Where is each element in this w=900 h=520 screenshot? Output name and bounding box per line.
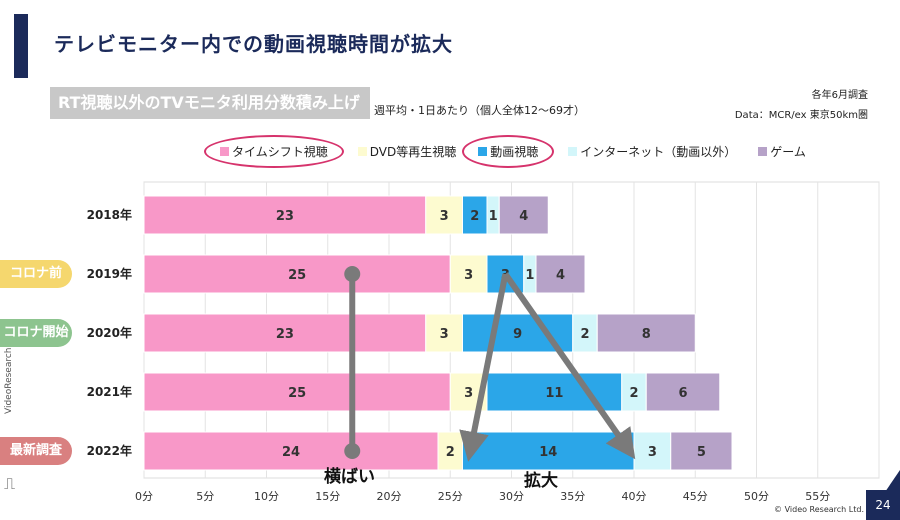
data-label: 6: [678, 386, 687, 401]
annotation-flat: 横ばい: [324, 467, 375, 487]
expand-arrow-right: [502, 272, 636, 460]
x-tick-label: 35分: [560, 490, 585, 503]
x-tick-label: 55分: [805, 490, 830, 503]
annotation-expand: 拡大: [524, 471, 558, 491]
x-tick-label: 20分: [377, 490, 402, 503]
legend-swatch: [478, 146, 488, 156]
data-label: 2: [580, 327, 589, 342]
legend-label: 動画視聴: [490, 144, 539, 159]
data-label: 2: [470, 209, 479, 224]
data-label: 1: [489, 209, 498, 224]
legend-swatch: [220, 146, 229, 156]
chart-subtitle: RT視聴以外のTVモニタ利用分数積み上げ: [50, 87, 370, 119]
bar-segment: [425, 195, 463, 235]
x-tick-label: 30分: [499, 490, 524, 503]
data-label: 3: [440, 327, 449, 342]
title-accent-bar: [14, 14, 28, 78]
flat-trend-end-dot: [344, 443, 361, 459]
category-label: 2022年: [87, 443, 132, 458]
data-label: 23: [276, 327, 294, 342]
bar-segment: [425, 313, 463, 353]
source-note: Data：MCR/ex 東京50km圏: [734, 110, 868, 121]
x-tick-label: 45分: [683, 490, 708, 503]
legend-item: ゲーム: [758, 143, 806, 160]
bar-segment: [143, 372, 451, 412]
data-label: 3: [464, 386, 473, 401]
legend-item: 動画視聴: [462, 134, 555, 168]
category-label: 2018年: [87, 207, 132, 222]
period-label: コロナ前: [0, 260, 72, 288]
bar-segment: [670, 431, 733, 471]
legend-item: インターネット（動画以外）: [568, 143, 736, 160]
data-label: 2: [446, 445, 455, 460]
data-label: 1: [525, 268, 534, 283]
bar-segment: [462, 431, 635, 471]
copyright: © Video Research Ltd.: [774, 505, 864, 514]
data-label: 4: [519, 209, 528, 224]
bar-segment: [498, 195, 549, 235]
x-tick-label: 10分: [254, 490, 279, 503]
legend-label: タイムシフト視聴: [232, 144, 328, 159]
expand-arrow-left: [459, 273, 509, 462]
data-label: 3: [464, 268, 473, 283]
bar-segment: [449, 254, 488, 294]
legend-swatch: [568, 146, 578, 156]
legend-item: DVD等再生視聴: [357, 143, 457, 160]
legend-swatch: [758, 146, 768, 156]
category-label: 2020年: [87, 325, 132, 340]
bar-segment: [143, 431, 439, 471]
bar-segment: [535, 254, 586, 294]
bar-segment: [572, 313, 598, 353]
data-label: 2: [629, 386, 638, 401]
period-label: 最新調査: [0, 437, 72, 465]
x-tick-label: 50分: [744, 490, 769, 503]
bar-segment: [462, 195, 488, 235]
data-label: 24: [282, 445, 300, 460]
x-tick-label: 0分: [135, 490, 153, 503]
data-label: 25: [288, 268, 306, 283]
legend-label: インターネット（動画以外）: [580, 144, 737, 159]
page-title: テレビモニター内での動画視聴時間が拡大: [54, 32, 453, 56]
x-tick-label: 15分: [315, 490, 340, 503]
legend-label: DVD等再生視聴: [369, 144, 457, 159]
data-label: 5: [697, 445, 706, 460]
data-label: 11: [545, 386, 563, 401]
data-label: 14: [539, 445, 557, 460]
bar-segment: [596, 313, 696, 353]
legend-item: タイムシフト視聴: [204, 134, 344, 168]
x-tick-label: 5分: [196, 490, 214, 503]
category-label: 2021年: [87, 384, 132, 399]
bar-segment: [143, 195, 427, 235]
flat-trend-start-dot: [344, 266, 361, 282]
data-label: 23: [276, 209, 294, 224]
company-logo-text: VideoResearch: [4, 347, 14, 415]
period-label: コロナ開始: [0, 319, 72, 347]
data-label: 3: [648, 445, 657, 460]
company-logo-mark: ⎍: [4, 474, 16, 493]
chart-subnote: 週平均・1日あたり（個人全体12〜69才）: [374, 104, 585, 117]
bar-segment: [645, 372, 721, 412]
legend-swatch: [357, 146, 367, 156]
chart-legend: タイムシフト視聴 DVD等再生視聴 動画視聴 インターネット（動画以外） ゲーム: [204, 134, 828, 168]
legend-label: ゲーム: [770, 144, 806, 159]
page-number: 24: [866, 490, 900, 520]
data-label: 3: [440, 209, 449, 224]
data-label: 8: [642, 327, 651, 342]
data-label: 4: [556, 268, 565, 283]
x-tick-label: 25分: [438, 490, 463, 503]
data-label: 9: [513, 327, 522, 342]
data-label: 25: [288, 386, 306, 401]
bar-segment: [143, 313, 427, 353]
x-tick-label: 40分: [622, 490, 647, 503]
survey-note: 各年6月調査: [811, 90, 868, 101]
category-label: 2019年: [87, 266, 132, 281]
